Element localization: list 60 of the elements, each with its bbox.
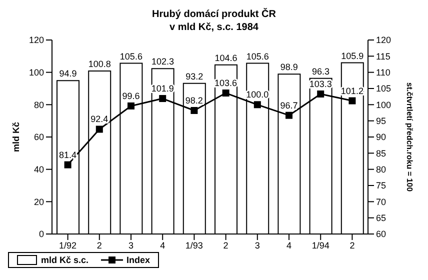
data-label: 93.2: [186, 71, 204, 82]
y2-tick-label: 85: [376, 148, 386, 158]
point: [348, 97, 356, 104]
y2-tick-label: 90: [376, 132, 386, 142]
point: [96, 126, 103, 133]
y-tick-label: 40: [34, 164, 44, 175]
y2-axis-title: st.čtvrtletí předch.roku = 100: [405, 82, 414, 192]
data-label: 105.9: [341, 50, 364, 61]
point: [286, 112, 292, 119]
point: [159, 95, 166, 102]
y2-tick-label: 110: [376, 68, 390, 78]
x-tick-label: 1/92: [59, 240, 77, 250]
y2-tick-label: 100: [376, 100, 392, 110]
data-label: 98.9: [280, 62, 298, 72]
point: [317, 90, 324, 98]
data-label: 104.6: [214, 52, 238, 63]
chart-title: Hrubý domácí produkt ČR v mld Kč, s.c. 1984: [151, 8, 277, 34]
x-tick-label: 3: [128, 240, 134, 250]
y2-tick-label: 80: [376, 164, 386, 175]
data-label: 96.7: [280, 100, 298, 110]
x-tick-label: 1/93: [185, 240, 203, 250]
y-tick-label: 120: [28, 35, 44, 46]
data-label: 99.6: [122, 90, 140, 101]
point: [128, 102, 134, 110]
x-tick-label: 4: [286, 240, 292, 250]
data-label: 102.3: [152, 56, 174, 67]
y-tick-label: 20: [34, 196, 44, 207]
y-axis-title: mld Kč: [11, 122, 22, 152]
y-tick-label: 80: [34, 100, 44, 110]
y2-tick-label: 105: [376, 84, 392, 94]
y2-tick-label: 75: [376, 180, 386, 191]
x-tick-label: 2: [96, 240, 102, 250]
x-tick-label: 3: [254, 240, 260, 250]
point: [222, 90, 230, 97]
data-label: 100.8: [88, 59, 111, 70]
data-label: 92.4: [90, 114, 108, 124]
y2-tick-label: 120: [376, 35, 392, 46]
data-label: 105.6: [120, 51, 142, 62]
x-tick-label: 2: [350, 240, 355, 250]
y2-tick-label: 115: [376, 51, 390, 62]
point: [190, 106, 198, 114]
legend-label: Index: [126, 255, 150, 265]
point: [64, 161, 72, 168]
x-tick-label: 2: [223, 240, 228, 250]
y-tick-label: 60: [34, 132, 44, 142]
data-label: 94.9: [59, 68, 77, 79]
data-label: 98.2: [185, 95, 203, 106]
legend-label: mld Kč s.c.: [40, 255, 89, 265]
data-label: 105.6: [246, 51, 269, 62]
data-label: 96.3: [312, 66, 330, 76]
x-tick-label: 1/94: [312, 240, 330, 250]
y2-tick-label: 65: [376, 213, 386, 224]
y2-tick-label: 95: [376, 116, 386, 126]
y-tick-label: 0: [38, 229, 44, 240]
point: [254, 101, 261, 108]
y2-tick-label: 60: [376, 229, 386, 240]
data-label: 81.4: [59, 150, 77, 160]
y2-tick-label: 70: [376, 196, 386, 207]
y-tick-label: 100: [28, 68, 44, 78]
x-tick-label: 4: [160, 240, 166, 250]
